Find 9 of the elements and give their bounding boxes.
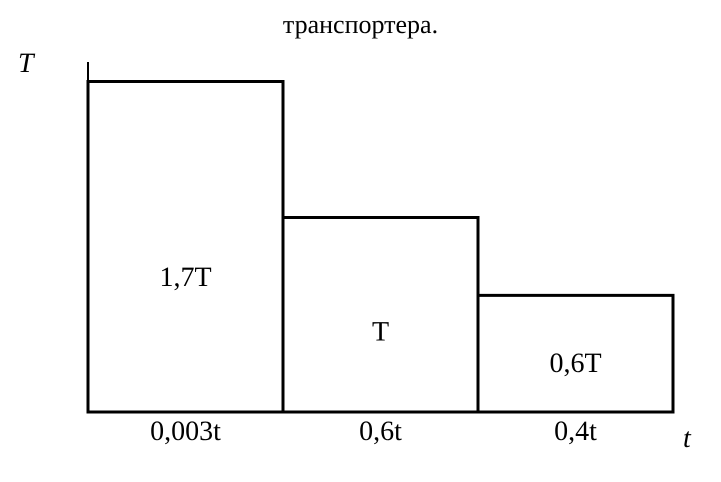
data-label: 0,6T — [549, 348, 602, 379]
data-label: T — [372, 316, 390, 348]
x-tick-label: 0,003t — [150, 416, 222, 447]
x-axis-title: t — [683, 422, 692, 454]
chart-title: транспортера. — [282, 9, 440, 41]
data-label: 1,7T — [159, 262, 212, 294]
x-tick-label: 0,6t — [359, 416, 402, 447]
x-tick-label: 0,4t — [554, 416, 598, 447]
y-axis-title: T — [18, 48, 36, 79]
